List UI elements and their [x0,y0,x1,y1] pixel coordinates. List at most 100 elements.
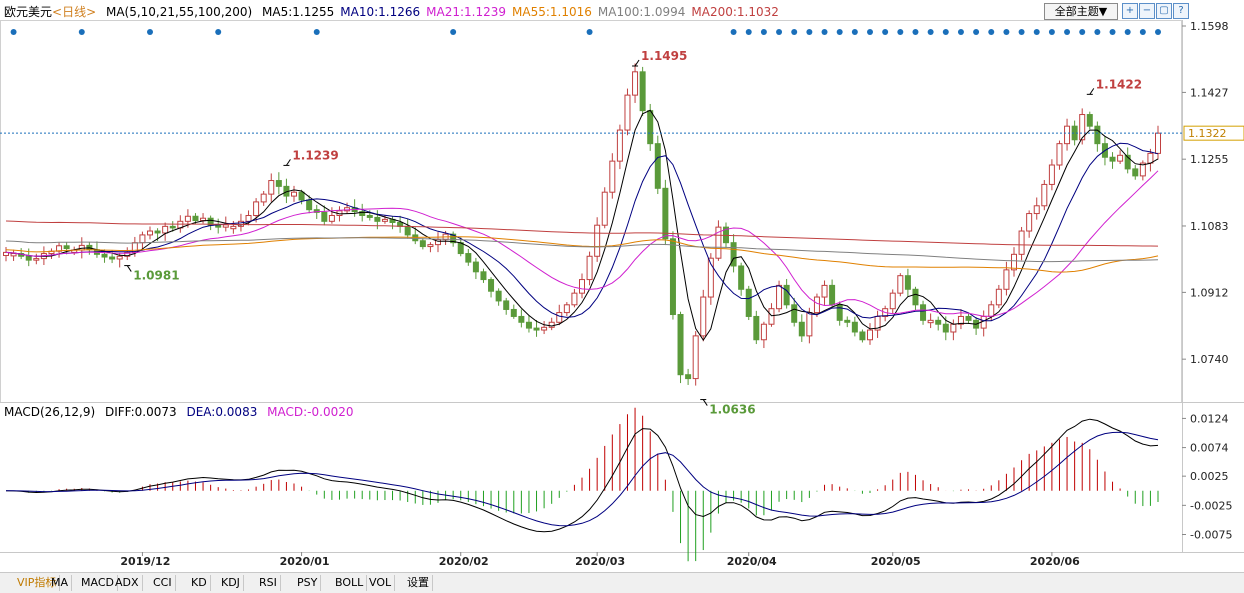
candle-body [510,308,517,317]
ma-indicator-label: MA(5,10,21,55,100,200) [105,5,253,19]
candle-body [457,242,464,255]
candle-body [1003,269,1010,290]
price-tick-label: 1.1427 [1190,86,1229,99]
signal-dot [1155,29,1161,35]
signal-dot [897,29,904,35]
macd-header: MACD(26,12,9) DIFF:0.0073 DEA:0.0083 MAC… [4,404,360,420]
candle-body [533,327,540,331]
candle-body [836,304,843,321]
candle-body [1132,168,1139,177]
candle-body [381,218,388,222]
candle-body [669,238,676,316]
candle-body [715,226,722,259]
ma-value-1: MA10:1.1266 [340,5,421,19]
candle-body [988,304,995,317]
chart-header: 欧元美元<日线> MA(5,10,21,55,100,200) MA5:1.12… [4,4,791,20]
annotation-pointer [702,399,708,406]
ma-line-ma200 [5,220,1159,247]
candle-body [465,253,472,263]
signal-dot [882,29,889,35]
signal-dot [942,29,949,35]
price-tick-label: 1.1255 [1190,153,1229,166]
indicator-tab-bar: VIP指标 MA MACD ADX CCI KD KDJ RSI PSY BOLL VOL 设置 [0,572,1244,593]
signal-dot [450,29,457,35]
annotation-pointer [1089,88,1095,95]
candle-body [472,261,479,273]
help-icon[interactable]: ? [1173,3,1189,19]
symbol-label: 欧元美元 [4,5,53,19]
ma-line-ma55 [5,236,1159,273]
annotation-label: 1.1422 [1096,77,1142,91]
macd-dea-value: DEA:0.0083 [186,405,258,419]
candle-body [306,199,313,211]
candle-body [101,253,108,258]
time-tick-label: 2019/12 [120,555,170,568]
signal-dot [988,29,995,35]
tab-2[interactable]: MACD [78,575,118,591]
candle-body [25,255,32,261]
signal-dot [1124,29,1131,35]
candle-body [806,312,813,337]
candle-body [935,319,942,325]
forex-chart[interactable]: 1.1598 1.1427 1.1255 1.1083 1.0912 1.0740 1.13… [0,0,1244,572]
ma-value-2: MA21:1.1239 [426,5,507,19]
candle-body [10,253,17,257]
tab-0[interactable]: VIP指标 [14,575,61,591]
candle-body [1124,154,1131,170]
theme-dropdown[interactable]: 全部主题▼ [1044,3,1118,20]
candle-body [503,300,510,310]
ma-line-ma10 [5,142,1159,322]
candle-body [525,321,532,329]
tab-4[interactable]: CCI [150,575,176,591]
candle-body [927,319,934,324]
candle-body [480,271,487,281]
tab-10[interactable]: VOL [366,575,396,591]
tab-11[interactable]: 设置 [404,575,433,591]
candle-body [162,225,169,234]
signal-dot [851,29,858,35]
plus-icon[interactable]: + [1122,3,1138,19]
annotation-pointer [126,265,132,272]
signal-dot [1139,29,1146,35]
candle-body [1018,230,1025,255]
candle-body [253,201,260,216]
time-tick-label: 2020/02 [439,555,489,568]
candle-body [844,319,851,323]
candle-body [374,216,381,222]
signal-dot [1033,29,1040,35]
window-icon[interactable]: ▢ [1156,3,1172,19]
candle-body [260,193,267,203]
period-label[interactable]: <日线> [52,5,97,19]
candle-body [139,234,146,244]
candle-body [1109,156,1116,162]
annotation-label: 1.1239 [292,148,338,162]
candle-body [594,224,601,257]
minus-icon[interactable]: − [1139,3,1155,19]
candle-body [601,191,608,226]
tab-1[interactable]: MA [48,575,73,591]
tab-9[interactable]: BOLL [332,575,368,591]
annotation-pointer [286,159,291,166]
candle-body [419,240,426,248]
candle-body [632,71,639,96]
candle-body [586,255,593,281]
price-tick-label: 1.1598 [1190,20,1229,33]
candle-body [1064,125,1071,145]
signal-dot [78,29,85,35]
candle-body [685,374,692,380]
candle-body [56,245,63,252]
candle-body [791,304,798,323]
candle-body [995,288,1002,306]
candle-body [912,288,919,306]
signal-dot [215,29,222,35]
tab-8[interactable]: PSY [294,575,322,591]
macd-tick-label: 0.0074 [1190,442,1229,455]
candle-body [920,304,927,321]
tab-6[interactable]: KDJ [218,575,244,591]
candle-body [609,160,616,193]
tab-7[interactable]: RSI [256,575,281,591]
candle-body [829,284,836,306]
candle-body [677,314,684,376]
tab-3[interactable]: ADX [112,575,143,591]
tab-5[interactable]: KD [188,575,211,591]
